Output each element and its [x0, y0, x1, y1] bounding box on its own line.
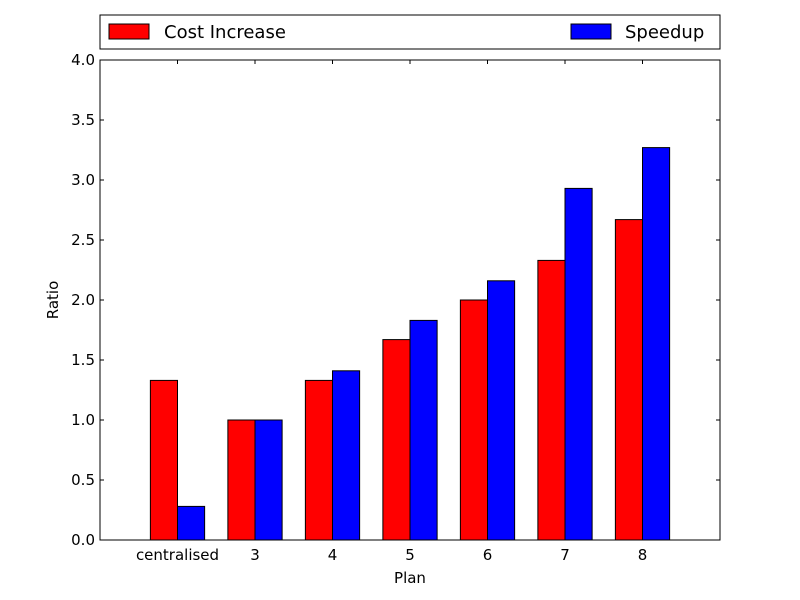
legend-swatch-cost-increase	[108, 23, 150, 40]
bar-speedup-6	[487, 280, 516, 541]
y-axis-label: Ratio	[44, 281, 62, 320]
legend-frame	[99, 14, 721, 50]
bar-cost-increase-centralised	[149, 379, 178, 541]
x-tick-label: 7	[560, 546, 570, 564]
bar-cost-increase-3	[227, 419, 256, 541]
y-tick-label: 0.5	[71, 471, 95, 489]
legend-label-speedup: Speedup	[625, 22, 704, 43]
bar-speedup-7	[564, 187, 593, 541]
y-tick-label: 2.5	[71, 231, 95, 249]
x-tick-label: 3	[250, 546, 260, 564]
bar-cost-increase-5	[382, 339, 411, 541]
x-tick-label: centralised	[136, 546, 219, 564]
bar-cost-increase-8	[614, 219, 643, 541]
legend: Cost Increase Speedup	[99, 14, 721, 50]
bar-speedup-4	[332, 370, 361, 541]
bar-speedup-8	[642, 147, 671, 541]
bar-speedup-3	[254, 419, 283, 541]
bar-cost-increase-7	[537, 259, 566, 541]
x-tick-label: 6	[483, 546, 493, 564]
y-tick-label: 3.0	[71, 171, 95, 189]
y-tick-label: 2.0	[71, 291, 95, 309]
bars-group	[149, 147, 671, 541]
legend-label-cost-increase: Cost Increase	[164, 22, 286, 43]
bar-speedup-centralised	[177, 505, 206, 541]
plot-area-frame	[99, 59, 721, 541]
bar-speedup-5	[409, 319, 438, 541]
bar-cost-increase-6	[459, 299, 488, 541]
x-tick-label: 8	[638, 546, 648, 564]
bar-cost-increase-4	[304, 379, 333, 541]
x-axis-label: Plan	[394, 569, 426, 587]
x-tick-label: 5	[405, 546, 415, 564]
tick-labels-group: centralised 3 4 5 6 7 8 0.0 0.5 1.0 1.5 2.0 2.5 3.0 3.…	[71, 51, 647, 564]
y-tick-label: 3.5	[71, 111, 95, 129]
legend-swatch-speedup	[570, 23, 612, 40]
y-tick-label: 4.0	[71, 51, 95, 69]
y-tick-label: 0.0	[71, 531, 95, 549]
y-tick-label: 1.5	[71, 351, 95, 369]
x-tick-label: 4	[328, 546, 338, 564]
y-tick-label: 1.0	[71, 411, 95, 429]
ticks-group	[100, 59, 720, 541]
